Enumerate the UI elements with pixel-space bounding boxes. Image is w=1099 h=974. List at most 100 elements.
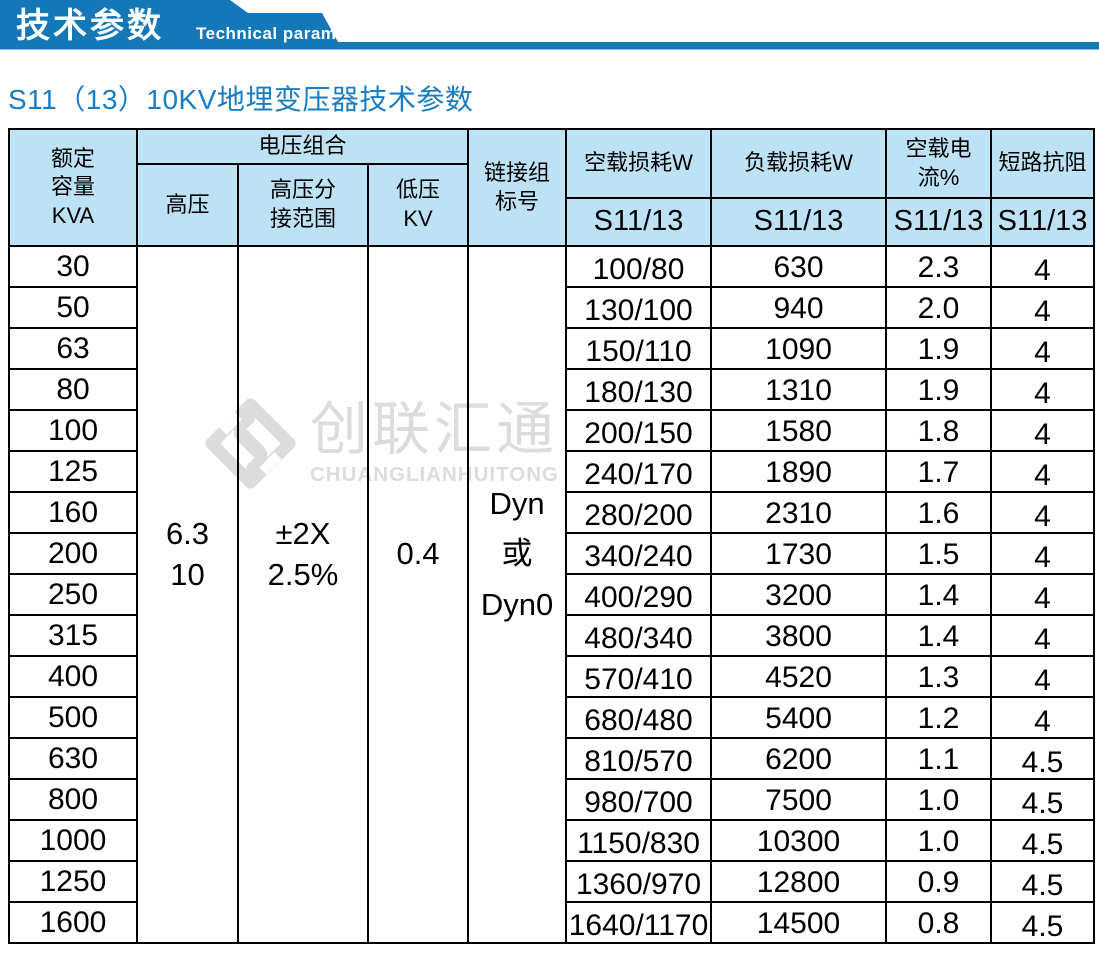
hv-value-line1: 6.3 — [165, 516, 210, 552]
cell-capacity: 1600 — [8, 901, 138, 944]
table-row: 630 810/570 6200 1.1 4.5 — [8, 737, 1096, 780]
cell-impedance: 4.5 — [990, 819, 1096, 862]
cell-capacity: 250 — [8, 573, 138, 616]
cell-no-load-current: 1.2 — [885, 696, 993, 739]
cell-impedance: 4 — [990, 368, 1096, 411]
cell-no-load-loss: 150/110 — [565, 327, 713, 370]
cell-capacity: 400 — [8, 655, 138, 698]
cell-no-load-current: 1.3 — [885, 655, 993, 698]
cell-no-load-current: 1.0 — [885, 778, 993, 821]
cell-no-load-current: 1.0 — [885, 819, 993, 862]
capacity-line2: 容量 — [50, 174, 95, 200]
col-header-no-load-current: 空载电流% — [885, 128, 993, 199]
cell-impedance: 4 — [990, 409, 1096, 452]
col-header-link-group: 链接组 标号 — [467, 128, 568, 247]
tap-value-line1: ±2X — [275, 516, 331, 552]
cell-impedance: 4 — [990, 696, 1096, 739]
cell-no-load-current: 1.4 — [885, 614, 993, 657]
cell-impedance: 4 — [990, 327, 1096, 370]
page-title: S11（13）10KV地埋变压器技术参数 — [8, 84, 474, 115]
cell-load-loss: 1580 — [710, 409, 888, 452]
cell-load-loss: 630 — [710, 245, 888, 288]
cell-no-load-current: 1.6 — [885, 491, 993, 534]
table-row: 80 180/130 1310 1.9 4 — [8, 368, 1096, 411]
hv-tap-line1: 高压分 — [269, 177, 336, 203]
cell-no-load-current: 1.7 — [885, 450, 993, 493]
cell-no-load-loss: 100/80 — [565, 245, 713, 288]
cell-tap-merged: ±2X 2.5% — [237, 245, 369, 944]
cell-no-load-loss: 180/130 — [565, 368, 713, 411]
cell-capacity: 200 — [8, 532, 138, 575]
cell-load-loss: 14500 — [710, 901, 888, 944]
banner-ribbon — [0, 0, 1099, 50]
model-header-no-load-current: S11/13 — [885, 197, 993, 247]
cell-impedance: 4 — [990, 614, 1096, 657]
table-row: 1600 1640/1170 14500 0.8 4.5 — [8, 901, 1096, 944]
cell-load-loss: 4520 — [710, 655, 888, 698]
cell-no-load-loss: 480/340 — [565, 614, 713, 657]
cell-no-load-current: 1.8 — [885, 409, 993, 452]
cell-lv-merged: 0.4 — [366, 245, 470, 944]
cell-no-load-loss: 570/410 — [565, 655, 713, 698]
cell-no-load-current: 2.0 — [885, 286, 993, 329]
cell-load-loss: 6200 — [710, 737, 888, 780]
table-row: 50 130/100 940 2.0 4 — [8, 286, 1096, 329]
table-row: 800 980/700 7500 1.0 4.5 — [8, 778, 1096, 821]
cell-capacity: 630 — [8, 737, 138, 780]
cell-impedance: 4 — [990, 655, 1096, 698]
cell-load-loss: 1310 — [710, 368, 888, 411]
capacity-line3: KVA — [51, 202, 95, 228]
cell-hv-merged: 6.3 10 — [136, 245, 239, 944]
cell-capacity: 1250 — [8, 860, 138, 903]
col-header-lv: 低压 KV — [366, 163, 470, 247]
col-header-voltage-combo: 电压组合 — [135, 128, 470, 165]
col-header-capacity: 额定 容量 KVA — [8, 128, 138, 247]
cell-no-load-current: 2.3 — [885, 245, 993, 288]
spec-table: 额定 容量 KVA 电压组合 链接组 标号 空载损耗W 负载损耗W 空载电流% … — [8, 128, 1096, 944]
link-value-line3: Dyn0 — [480, 586, 554, 622]
table-row: 400 570/410 4520 1.3 4 — [8, 655, 1096, 698]
table-row: 200 340/240 1730 1.5 4 — [8, 532, 1096, 575]
cell-impedance: 4.5 — [990, 901, 1096, 944]
cell-no-load-loss: 980/700 — [565, 778, 713, 821]
model-header-load-loss: S11/13 — [710, 197, 888, 247]
cell-no-load-loss: 200/150 — [565, 409, 713, 452]
capacity-line1: 额定 — [50, 145, 95, 171]
cell-no-load-loss: 280/200 — [565, 491, 713, 534]
cell-no-load-current: 1.5 — [885, 532, 993, 575]
table-row: 1250 1360/970 12800 0.9 4.5 — [8, 860, 1096, 903]
table-row: 315 480/340 3800 1.4 4 — [8, 614, 1096, 657]
table-row: 160 280/200 2310 1.6 4 — [8, 491, 1096, 534]
cell-impedance: 4 — [990, 532, 1096, 575]
cell-impedance: 4 — [990, 450, 1096, 493]
cell-load-loss: 2310 — [710, 491, 888, 534]
cell-no-load-current: 1.9 — [885, 327, 993, 370]
cell-no-load-loss: 130/100 — [565, 286, 713, 329]
table-row: 500 680/480 5400 1.2 4 — [8, 696, 1096, 739]
link-line1: 链接组 — [484, 159, 551, 185]
cell-capacity: 160 — [8, 491, 138, 534]
cell-capacity: 800 — [8, 778, 138, 821]
table-row: 63 150/110 1090 1.9 4 — [8, 327, 1096, 370]
cell-capacity: 50 — [8, 286, 138, 329]
cell-no-load-loss: 400/290 — [565, 573, 713, 616]
cell-no-load-current: 1.1 — [885, 737, 993, 780]
cell-capacity: 125 — [8, 450, 138, 493]
cell-no-load-loss: 240/170 — [565, 450, 713, 493]
link-value-line2: 或 — [501, 536, 533, 572]
col-header-impedance: 短路抗阻 — [990, 128, 1096, 199]
cell-impedance: 4.5 — [990, 737, 1096, 780]
table-row: 125 240/170 1890 1.7 4 — [8, 450, 1096, 493]
cell-no-load-current: 1.4 — [885, 573, 993, 616]
lv-line1: 低压 — [396, 177, 441, 203]
cell-load-loss: 3200 — [710, 573, 888, 616]
cell-capacity: 80 — [8, 368, 138, 411]
cell-link-merged: Dyn 或 Dyn0 — [467, 245, 568, 944]
cell-load-loss: 7500 — [710, 778, 888, 821]
model-header-impedance: S11/13 — [990, 197, 1096, 247]
spec-table-container: 额定 容量 KVA 电压组合 链接组 标号 空载损耗W 负载损耗W 空载电流% … — [8, 128, 1096, 944]
lv-line2: KV — [403, 206, 433, 231]
cell-capacity: 315 — [8, 614, 138, 657]
col-header-hv: 高压 — [136, 163, 239, 247]
cell-no-load-current: 0.8 — [885, 901, 993, 944]
